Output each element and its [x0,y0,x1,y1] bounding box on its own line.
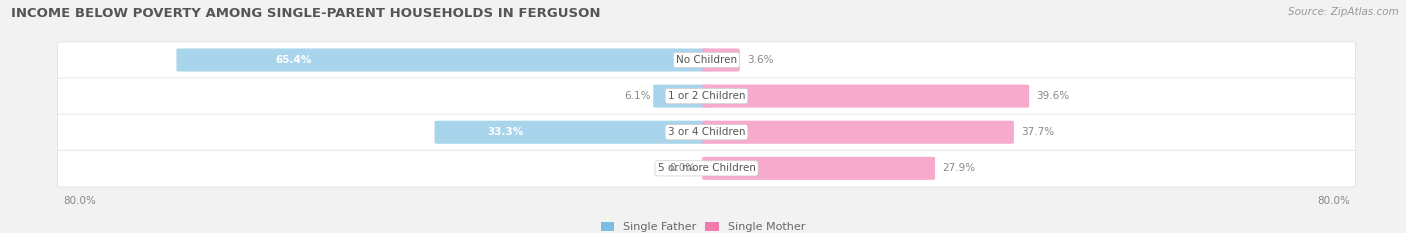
FancyBboxPatch shape [176,48,710,72]
Text: 80.0%: 80.0% [63,196,96,206]
Text: 3.6%: 3.6% [747,55,773,65]
Text: 39.6%: 39.6% [1036,91,1070,101]
Text: 5 or more Children: 5 or more Children [658,163,755,173]
FancyBboxPatch shape [702,48,740,72]
Text: 27.9%: 27.9% [942,163,976,173]
Text: No Children: No Children [676,55,737,65]
Legend: Single Father, Single Mother: Single Father, Single Mother [600,222,806,232]
FancyBboxPatch shape [58,78,1355,115]
FancyBboxPatch shape [702,121,1014,144]
Text: 6.1%: 6.1% [624,91,651,101]
Text: 65.4%: 65.4% [276,55,312,65]
FancyBboxPatch shape [654,85,710,108]
Text: 33.3%: 33.3% [486,127,523,137]
FancyBboxPatch shape [434,121,710,144]
Text: Source: ZipAtlas.com: Source: ZipAtlas.com [1288,7,1399,17]
Text: 0.0%: 0.0% [669,163,695,173]
Text: 3 or 4 Children: 3 or 4 Children [668,127,745,137]
Text: 37.7%: 37.7% [1021,127,1054,137]
FancyBboxPatch shape [702,157,935,180]
FancyBboxPatch shape [58,42,1355,79]
Text: 80.0%: 80.0% [1317,196,1350,206]
Text: 1 or 2 Children: 1 or 2 Children [668,91,745,101]
FancyBboxPatch shape [702,85,1029,108]
FancyBboxPatch shape [58,114,1355,151]
Text: INCOME BELOW POVERTY AMONG SINGLE-PARENT HOUSEHOLDS IN FERGUSON: INCOME BELOW POVERTY AMONG SINGLE-PARENT… [11,7,600,20]
FancyBboxPatch shape [58,150,1355,187]
